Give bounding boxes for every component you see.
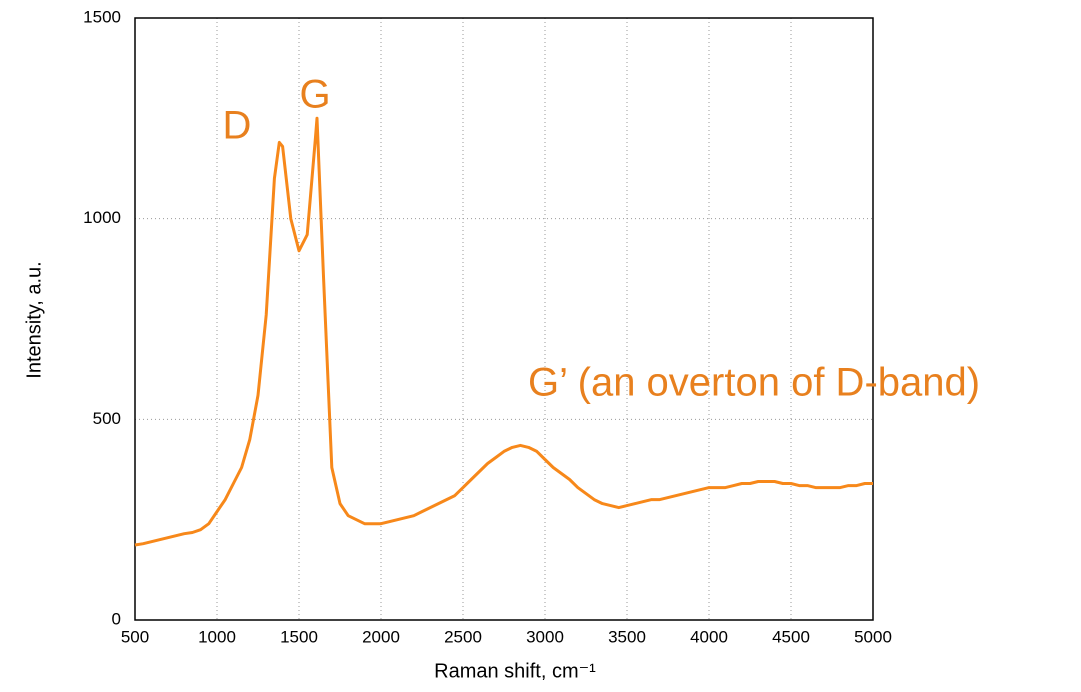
annotation: G: [299, 73, 330, 117]
x-tick-label: 500: [121, 627, 149, 646]
data-line: [134, 116, 873, 547]
y-tick-label: 1000: [83, 208, 121, 227]
x-axis-label: Raman shift, cm⁻¹: [434, 660, 596, 682]
y-axis-label: Intensity, a.u.: [23, 261, 45, 378]
y-tick-label: 1500: [83, 7, 121, 26]
plot-frame: [134, 17, 874, 621]
x-tick-label: 4000: [690, 627, 728, 646]
x-tick-label: 4500: [772, 627, 810, 646]
x-tick-label: 3000: [526, 627, 564, 646]
annotation: G’ (an overton of D-band): [528, 361, 980, 405]
x-tick-label: 2000: [362, 627, 400, 646]
x-tick-label: 1000: [198, 627, 236, 646]
x-tick-label: 5000: [854, 627, 892, 646]
x-tick-label: 1500: [280, 627, 318, 646]
annotation: D: [223, 104, 252, 148]
y-tick-label: 0: [112, 609, 121, 628]
x-tick-label: 2500: [444, 627, 482, 646]
x-tick-label: 3500: [608, 627, 646, 646]
y-tick-label: 500: [93, 409, 121, 428]
